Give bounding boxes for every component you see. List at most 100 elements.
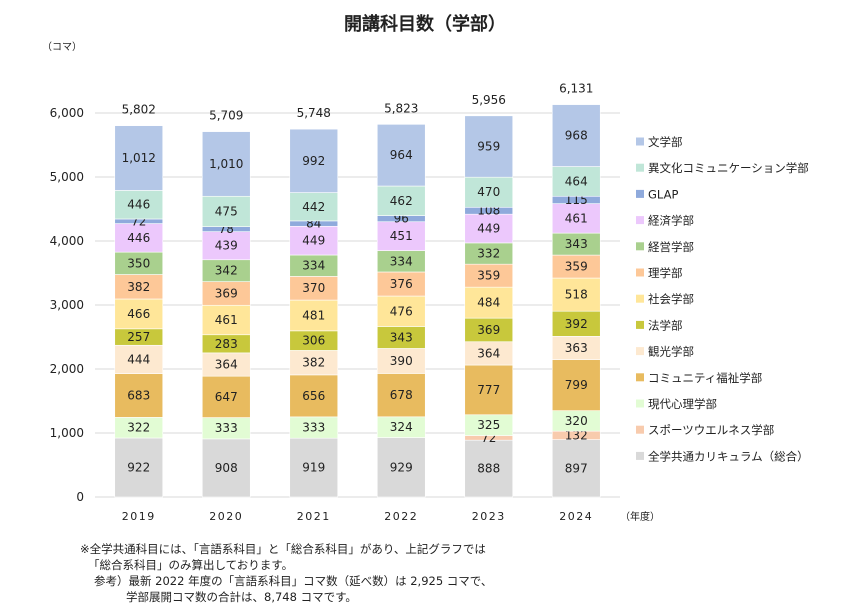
data-label: 992: [302, 154, 325, 168]
bar-segment: [201, 438, 251, 498]
legend-label: 社会学部: [648, 292, 694, 306]
data-label: 333: [215, 421, 238, 435]
x-tick-label: 2022: [384, 510, 418, 523]
legend-label: コミュニティ福祉学部: [648, 371, 762, 385]
legend-swatch: [636, 399, 644, 408]
bar-segment: [464, 286, 514, 319]
data-label: 439: [215, 239, 238, 253]
bar-segment: [551, 166, 601, 197]
data-label: 475: [215, 204, 238, 218]
data-label: 897: [565, 461, 588, 475]
data-label: 320: [565, 414, 588, 428]
bar-segment: [376, 271, 426, 297]
data-label: 461: [215, 313, 238, 327]
data-label: 343: [390, 330, 413, 344]
data-label: 481: [302, 308, 325, 322]
data-label: 683: [127, 389, 150, 403]
data-label: 656: [302, 389, 325, 403]
data-label: 476: [390, 304, 413, 318]
legend-label: 経済学部: [648, 214, 694, 228]
bar-segment: [289, 437, 339, 498]
legend-swatch: [636, 163, 644, 172]
bar-segment: [114, 437, 164, 498]
data-label: 888: [477, 462, 500, 476]
footnote-1: ※全学共通科目には、「言語系科目」と「総合系科目」があり、上記グラフでは: [80, 542, 486, 556]
data-label: 283: [215, 337, 238, 351]
data-label: 370: [302, 281, 325, 295]
data-label: 332: [477, 247, 500, 261]
data-label: 647: [215, 390, 238, 404]
chart-title: 開講科目数（学部）: [344, 13, 506, 35]
footnote-2: 「総合系科目」のみ算出しております。: [88, 558, 294, 572]
bar-segment: [289, 299, 339, 332]
data-label: 369: [215, 286, 238, 300]
data-label: 392: [565, 317, 588, 331]
total-label: 5,823: [384, 101, 418, 115]
x-tick-label: 2024: [559, 510, 593, 523]
bar-segment: [289, 192, 339, 222]
legend-swatch: [636, 242, 644, 251]
data-label: 470: [477, 185, 500, 199]
data-label: 777: [477, 383, 500, 397]
total-label: 5,802: [122, 103, 156, 117]
legend-swatch: [636, 216, 644, 225]
data-label: 363: [565, 341, 588, 355]
data-label: 257: [127, 330, 150, 344]
data-label: 369: [477, 323, 500, 337]
data-label: 908: [215, 461, 238, 475]
data-label: 359: [565, 260, 588, 274]
y-tick-label: 2,000: [50, 362, 84, 376]
bar-segment: [289, 350, 339, 376]
data-label: 325: [477, 418, 500, 432]
data-label: 518: [565, 288, 588, 302]
x-tick-label: 2020: [209, 510, 243, 523]
y-tick-label: 3,000: [50, 298, 84, 312]
data-label: 484: [477, 296, 500, 310]
total-label: 5,709: [209, 109, 243, 123]
bar-segment: [201, 131, 251, 197]
bar-segment: [376, 221, 426, 251]
legend-label: 異文化コミュニケーション学部: [648, 161, 809, 175]
x-tick-label: 2023: [472, 510, 506, 523]
bar-segment: [551, 104, 601, 167]
data-label: 968: [565, 129, 588, 143]
legend-label: 観光学部: [648, 345, 694, 359]
legend-label: 理学部: [648, 266, 683, 280]
bar-segment: [376, 124, 426, 187]
data-label: 382: [302, 356, 325, 370]
total-label: 5,748: [297, 106, 331, 120]
legend-swatch: [636, 294, 644, 303]
bar-segment: [201, 231, 251, 261]
bar-segment: [464, 176, 514, 208]
data-label: 678: [390, 388, 413, 402]
data-label: 382: [127, 280, 150, 294]
y-axis-unit: （コマ）: [42, 41, 82, 53]
bar-segment: [114, 373, 164, 418]
total-label: 6,131: [559, 82, 593, 96]
legend-swatch: [636, 189, 644, 198]
data-label: 390: [390, 354, 413, 368]
bar-segment: [201, 375, 251, 418]
data-label: 364: [477, 346, 500, 360]
y-tick-label: 0: [76, 490, 84, 504]
legend-swatch: [636, 347, 644, 356]
bar-segment: [201, 304, 251, 336]
data-label: 442: [302, 200, 325, 214]
data-label: 461: [565, 211, 588, 225]
data-label: 466: [127, 307, 150, 321]
data-label: 449: [302, 234, 325, 248]
x-axis-unit: （年度）: [620, 510, 660, 523]
data-label: 306: [302, 334, 325, 348]
bar-segment: [376, 185, 426, 216]
bar-segment: [114, 223, 164, 253]
data-label: 334: [390, 254, 413, 268]
data-label: 919: [302, 461, 325, 475]
data-label: 464: [565, 174, 588, 188]
bar-segment: [376, 348, 426, 374]
data-label: 342: [215, 264, 238, 278]
bar-segment: [464, 115, 514, 178]
x-tick-label: 2019: [122, 510, 156, 523]
data-label: 799: [565, 378, 588, 392]
data-label: 364: [215, 358, 238, 372]
